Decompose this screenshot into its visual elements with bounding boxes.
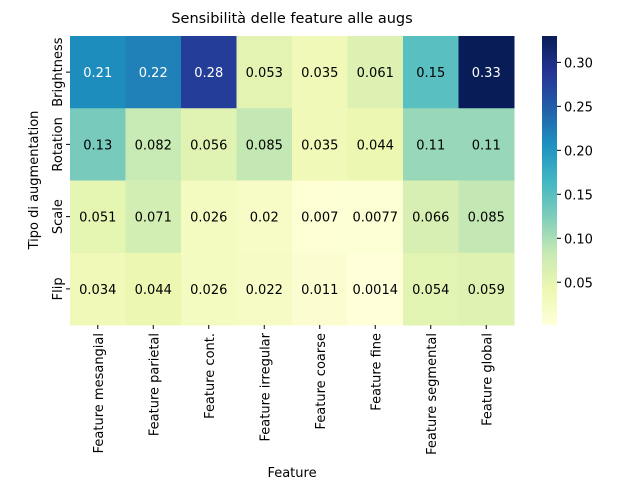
cell-label: 0.28	[194, 66, 223, 81]
heatmap-cell	[458, 36, 515, 109]
heatmap-cell	[236, 180, 293, 254]
cell-label: 0.02	[250, 211, 279, 226]
y-tick-label: Flip	[51, 277, 66, 300]
heatmap-cell	[403, 252, 459, 326]
cell-label: 0.0014	[353, 283, 399, 298]
cell-label: 0.22	[139, 66, 168, 81]
cell-label: 0.0077	[353, 211, 399, 226]
cell-label: 0.044	[135, 283, 172, 298]
heatmap-cell	[347, 108, 404, 181]
cell-label: 0.035	[301, 66, 338, 81]
cell-label: 0.026	[190, 211, 227, 226]
x-tick-label: Feature fine	[369, 333, 384, 411]
heatmap-cell	[347, 36, 404, 109]
heatmap-cell	[125, 108, 182, 181]
heatmap-cell	[70, 108, 126, 181]
cell-label: 0.056	[190, 138, 227, 153]
cell-label: 0.13	[83, 138, 112, 153]
cell-label: 0.066	[412, 211, 449, 226]
y-tick-label: Scale	[51, 199, 66, 234]
cell-label: 0.059	[468, 283, 505, 298]
heatmap-cell	[458, 180, 515, 254]
cell-label: 0.15	[416, 66, 445, 81]
cell-label: 0.011	[301, 283, 338, 298]
heatmap-cell	[181, 252, 237, 326]
heatmap-cell	[70, 36, 126, 109]
y-tick-label: Rotation	[51, 117, 66, 171]
colorbar	[542, 36, 557, 325]
heatmap-cell	[403, 108, 459, 181]
colorbar-tick-label: 0.20	[564, 144, 593, 159]
colorbar-tick-label: 0.30	[564, 56, 593, 71]
x-tick-label: Feature irregular	[258, 332, 273, 441]
heatmap-cell	[125, 252, 182, 326]
heatmap-cell	[181, 36, 237, 109]
cell-label: 0.051	[79, 211, 116, 226]
colorbar-tick-label: 0.05	[564, 276, 593, 291]
cell-label: 0.11	[472, 138, 501, 153]
heatmap-cell	[347, 252, 404, 326]
heatmap-cell	[125, 180, 182, 254]
x-tick-label: Feature segmental	[425, 333, 440, 455]
cell-label: 0.33	[472, 66, 501, 81]
cell-label: 0.21	[83, 66, 112, 81]
cell-label: 0.11	[416, 138, 445, 153]
colorbar-tick-label: 0.25	[564, 100, 593, 115]
heatmap-cell	[236, 252, 293, 326]
heatmap-cell	[458, 108, 515, 181]
heatmap-cell	[292, 252, 348, 326]
colorbar-tick-label: 0.10	[564, 232, 593, 247]
heatmap-cell	[292, 36, 348, 109]
x-tick-label: Feature parietal	[147, 333, 162, 436]
heatmap-cell	[70, 180, 126, 254]
heatmap-cell	[236, 36, 293, 109]
x-axis-label: Feature	[267, 466, 316, 480]
heatmap-cell	[70, 252, 126, 326]
cell-label: 0.082	[135, 138, 172, 153]
cell-label: 0.054	[412, 283, 449, 298]
heatmap-cell	[292, 108, 348, 181]
y-tick-label: Brightness	[51, 37, 66, 106]
heatmap-cell	[403, 180, 459, 254]
cell-label: 0.053	[246, 66, 283, 81]
heatmap-cell	[181, 108, 237, 181]
y-axis-label: Tipo di augmentation	[27, 111, 42, 251]
cell-label: 0.044	[357, 138, 394, 153]
chart-title: Sensibilità delle feature alle augs	[171, 11, 412, 27]
colorbar-tick-label: 0.15	[564, 188, 593, 203]
cell-label: 0.007	[301, 211, 338, 226]
heatmap-cell	[292, 180, 348, 254]
cell-label: 0.071	[135, 211, 172, 226]
cell-label: 0.034	[79, 283, 116, 298]
cell-label: 0.085	[468, 211, 505, 226]
heatmap-cell	[125, 36, 182, 109]
cell-label: 0.035	[301, 138, 338, 153]
x-tick-label: Feature coarse	[314, 333, 329, 429]
x-tick-label: Feature global	[480, 333, 495, 426]
heatmap-cell	[347, 180, 404, 254]
heatmap-cell	[403, 36, 459, 109]
cell-label: 0.085	[246, 138, 283, 153]
heatmap-cell	[181, 180, 237, 254]
cell-label: 0.061	[357, 66, 394, 81]
heatmap-cell	[236, 108, 293, 181]
heatmap-cell	[458, 252, 515, 326]
cell-label: 0.026	[190, 283, 227, 298]
x-tick-label: Feature mesangial	[92, 333, 107, 453]
x-tick-label: Feature cont.	[203, 333, 218, 419]
cell-label: 0.022	[246, 283, 283, 298]
